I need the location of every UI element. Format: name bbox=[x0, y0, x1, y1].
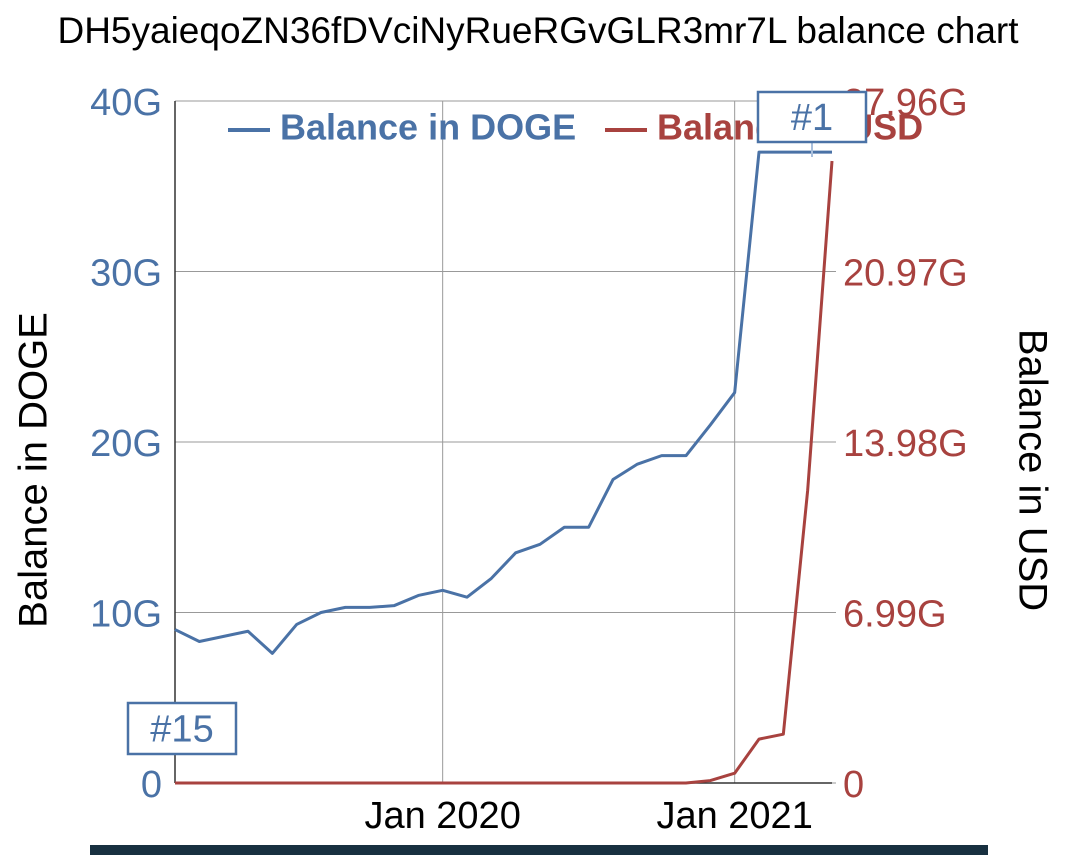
y2-tick-label: 20.97G bbox=[843, 253, 968, 295]
y-tick-label: 30G bbox=[90, 253, 162, 295]
y-tick-label: 20G bbox=[90, 423, 162, 465]
bottom-strip bbox=[90, 845, 988, 855]
x-tick-label: Jan 2021 bbox=[656, 795, 812, 837]
y-axis-label: Balance in DOGE bbox=[12, 312, 56, 628]
y2-tick-label: 0 bbox=[843, 764, 864, 806]
series-line bbox=[175, 160, 834, 785]
x-tick-label: Jan 2020 bbox=[364, 795, 520, 837]
y-tick-label: 40G bbox=[90, 82, 162, 124]
chart-title: DH5yaieqoZN36fDVciNyRueRGvGLR3mr7L balan… bbox=[57, 10, 1019, 51]
y-tick-label: 10G bbox=[90, 594, 162, 636]
series-line bbox=[174, 150, 832, 655]
annotation-box bbox=[126, 701, 238, 756]
annotation-label: #1 bbox=[791, 97, 833, 139]
y2-tick-label: 13.98G bbox=[843, 423, 968, 465]
y2-tick-label: 6.99G bbox=[843, 594, 947, 636]
y-tick-label: 0 bbox=[141, 764, 162, 806]
annotation-box bbox=[756, 90, 868, 144]
annotation-label: #15 bbox=[150, 709, 213, 751]
legend-label: Balance in DOGE bbox=[280, 107, 576, 148]
y2-axis-label: Balance in USD bbox=[1010, 329, 1054, 611]
